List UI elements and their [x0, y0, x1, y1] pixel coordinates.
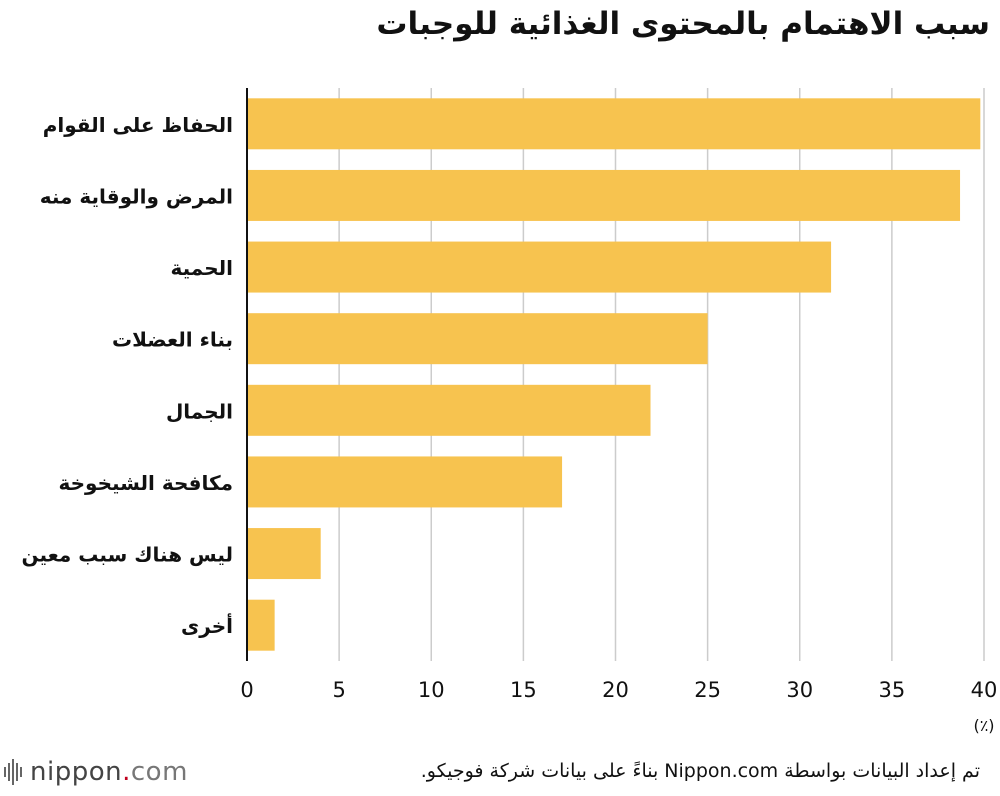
bar-0 [247, 98, 981, 150]
category-label-2: الحمية [171, 256, 233, 280]
category-label-0: الحفاظ على القوام [43, 113, 233, 137]
x-tick-label-3: 15 [510, 678, 537, 702]
bar-2 [247, 241, 832, 293]
bar-1 [247, 169, 961, 221]
x-tick-label-0: 0 [240, 678, 253, 702]
x-tick-label-5: 25 [694, 678, 721, 702]
chart-title: سبب الاهتمام بالمحتوى الغذائية للوجبات [376, 6, 990, 42]
x-tick-label-4: 20 [602, 678, 629, 702]
logo-dot: . [122, 757, 131, 787]
bar-6 [247, 528, 321, 580]
logo-tld: com [130, 757, 188, 787]
category-label-5: مكافحة الشيخوخة [58, 471, 233, 495]
source-note: تم إعداد البيانات بواسطة Nippon.com بناء… [420, 760, 980, 782]
x-tick-label-6: 30 [786, 678, 813, 702]
x-tick-label-2: 10 [418, 678, 445, 702]
bar-7 [247, 599, 275, 651]
bar-4 [247, 384, 651, 436]
category-label-7: أخرى [181, 612, 233, 638]
unit-label: (٪) [973, 716, 994, 735]
category-label-6: ليس هناك سبب معين [21, 543, 233, 567]
category-label-1: المرض والوقاية منه [40, 184, 233, 208]
bar-5 [247, 456, 563, 508]
x-tick-label-1: 5 [332, 678, 345, 702]
x-tick-label-7: 35 [879, 678, 906, 702]
category-label-4: الجمال [166, 399, 233, 423]
logo-wordmark: nippon.com [30, 757, 188, 787]
category-label-3: بناء العضلات [112, 328, 233, 352]
bar-chart: الحفاظ على القوام المرض والوقاية منه الحمي… [21, 88, 998, 735]
nippon-logo[interactable]: nippon.com [4, 757, 188, 787]
x-tick-label-8: 40 [971, 678, 998, 702]
bar-3 [247, 313, 708, 365]
logo-name: nippon [30, 757, 123, 787]
logo-mark-icon [4, 759, 22, 785]
